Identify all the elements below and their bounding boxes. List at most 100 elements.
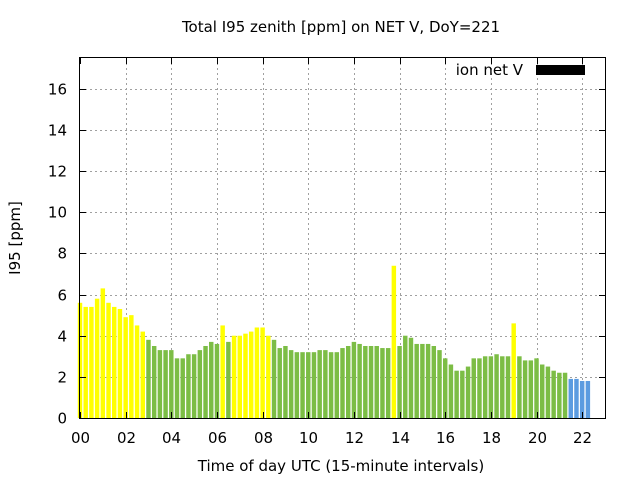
y-tick-label: 14 — [48, 122, 67, 140]
bar — [100, 288, 106, 418]
bar — [380, 348, 385, 418]
bar — [94, 298, 100, 418]
bar — [522, 360, 528, 418]
bar — [311, 352, 317, 418]
y-axis-label: I95 [ppm] — [6, 201, 24, 275]
bars — [77, 265, 591, 418]
x-tick-label: 00 — [71, 429, 90, 447]
bar — [123, 317, 128, 418]
y-tick-label: 6 — [57, 287, 67, 305]
bar — [260, 327, 265, 418]
bar — [83, 306, 88, 418]
bar — [403, 335, 408, 418]
bar — [579, 380, 585, 418]
bar — [414, 343, 419, 418]
bar — [471, 358, 476, 418]
bar — [374, 346, 379, 418]
bar — [574, 378, 579, 418]
bar — [209, 341, 214, 418]
x-tick-label: 12 — [345, 429, 364, 447]
bar — [534, 358, 539, 418]
bar — [214, 343, 220, 418]
bar — [169, 350, 174, 418]
x-tick-label: 04 — [162, 429, 181, 447]
bar — [500, 356, 505, 418]
bar — [117, 308, 123, 418]
bar — [540, 364, 545, 418]
bar — [197, 350, 203, 418]
bar — [357, 343, 362, 418]
bar — [465, 366, 471, 418]
x-tick-label: 10 — [299, 429, 318, 447]
y-tick-label: 2 — [57, 369, 67, 387]
y-tick-label: 10 — [48, 204, 67, 222]
bar — [488, 356, 494, 418]
plot-frame — [79, 57, 606, 419]
bar — [277, 348, 282, 418]
bar — [460, 370, 465, 418]
bar — [237, 335, 243, 418]
bar — [243, 333, 248, 418]
bar — [385, 348, 391, 418]
bar — [511, 323, 516, 418]
bar — [494, 354, 499, 418]
axis-ticks — [80, 58, 605, 419]
bar — [294, 352, 300, 418]
y-tick-label: 0 — [57, 410, 67, 428]
bar — [186, 354, 191, 418]
x-axis-label: Time of day UTC (15-minute intervals) — [197, 457, 484, 475]
chart-title: Total I95 zenith [ppm] on NET V, DoY=221 — [181, 18, 500, 36]
bar — [420, 343, 425, 418]
bar — [391, 265, 397, 418]
bar — [317, 350, 322, 418]
bar — [431, 346, 437, 418]
bar — [340, 348, 345, 418]
bar — [220, 325, 225, 418]
bar — [328, 352, 334, 418]
y-tick-label: 12 — [48, 163, 67, 181]
bar — [568, 378, 573, 418]
bar — [528, 360, 534, 418]
bar — [151, 346, 157, 418]
bar — [180, 358, 185, 418]
bar — [266, 335, 271, 418]
y-tick-label: 8 — [57, 245, 67, 263]
bar — [203, 346, 208, 418]
x-tick-label: 22 — [573, 429, 592, 447]
legend-label: ion net V — [456, 61, 524, 79]
bar — [157, 350, 163, 418]
bar — [408, 337, 414, 418]
bar — [300, 352, 305, 418]
bar — [134, 325, 140, 418]
bar — [345, 346, 351, 418]
bar — [112, 306, 117, 418]
bar — [482, 356, 488, 418]
bar — [425, 343, 431, 418]
bar — [254, 327, 260, 418]
bar — [545, 366, 551, 418]
x-tick-label: 14 — [391, 429, 410, 447]
bar — [283, 346, 288, 418]
bar — [334, 352, 340, 418]
bar — [146, 339, 151, 418]
x-tick-label: 02 — [117, 429, 136, 447]
x-tick-label: 16 — [436, 429, 455, 447]
bar — [585, 380, 591, 418]
x-tick-label: 18 — [482, 429, 501, 447]
legend: ion net V — [456, 61, 585, 79]
bar — [163, 350, 168, 418]
bar — [557, 372, 562, 418]
bar — [562, 372, 568, 418]
bar — [288, 350, 294, 418]
grid-lines — [80, 58, 605, 418]
bar — [89, 306, 94, 418]
bar — [368, 346, 374, 418]
x-tick-labels: 00 02 04 06 08 10 12 14 16 18 20 22 — [71, 429, 592, 447]
y-tick-labels: 0 2 4 6 8 10 12 14 16 — [48, 81, 67, 428]
bar — [231, 335, 237, 418]
bar — [140, 331, 145, 418]
bar — [351, 341, 357, 418]
bar — [306, 352, 311, 418]
bar — [129, 315, 134, 418]
bar — [454, 370, 459, 418]
